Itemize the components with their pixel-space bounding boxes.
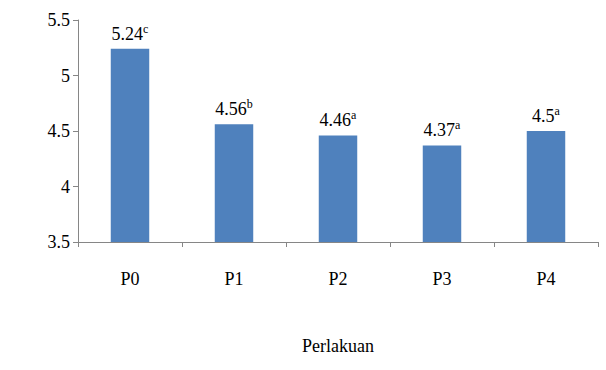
svg-text:5.5: 5.5: [48, 10, 71, 30]
svg-text:4: 4: [61, 177, 70, 197]
svg-text:4.46: 4.46: [320, 110, 352, 130]
svg-text:b: b: [247, 97, 253, 111]
svg-text:3.5: 3.5: [48, 232, 71, 252]
svg-text:4.37: 4.37: [424, 120, 456, 140]
svg-text:a: a: [555, 104, 561, 118]
svg-text:a: a: [351, 108, 357, 122]
svg-text:4.5: 4.5: [532, 106, 555, 126]
svg-text:4.5: 4.5: [48, 121, 71, 141]
svg-text:P2: P2: [328, 269, 347, 289]
svg-text:P3: P3: [432, 269, 451, 289]
svg-text:c: c: [143, 22, 148, 36]
svg-text:5.24: 5.24: [112, 24, 144, 44]
svg-text:P1: P1: [224, 269, 243, 289]
svg-text:5: 5: [61, 66, 70, 86]
svg-text:a: a: [455, 118, 461, 132]
svg-text:P4: P4: [536, 269, 555, 289]
svg-text:4.56: 4.56: [215, 99, 247, 119]
svg-text:P0: P0: [120, 269, 139, 289]
svg-text:Perlakuan: Perlakuan: [302, 336, 374, 356]
